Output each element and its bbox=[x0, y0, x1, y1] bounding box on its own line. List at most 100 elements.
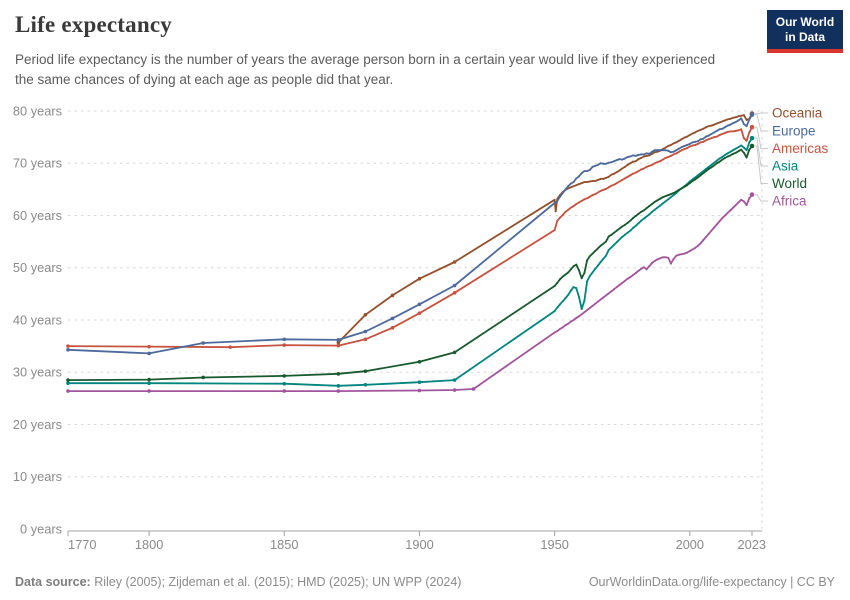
data-point bbox=[610, 233, 613, 236]
data-point bbox=[640, 168, 643, 171]
y-axis-tick-label: 70 years bbox=[13, 156, 62, 171]
data-point bbox=[615, 159, 618, 162]
data-point bbox=[390, 326, 395, 330]
data-point bbox=[742, 146, 745, 149]
data-point bbox=[575, 316, 578, 319]
data-point bbox=[626, 277, 629, 280]
x-axis: 1770 1800 1850 1900 1950 2000 2023 bbox=[67, 530, 766, 552]
data-point bbox=[640, 219, 643, 222]
data-point bbox=[696, 174, 699, 177]
data-point bbox=[66, 347, 70, 352]
data-point bbox=[613, 243, 616, 246]
data-point bbox=[688, 145, 691, 148]
data-point bbox=[683, 145, 686, 148]
data-point bbox=[596, 178, 599, 181]
data-point bbox=[577, 269, 580, 272]
data-point bbox=[569, 289, 572, 292]
data-point bbox=[577, 296, 580, 299]
data-point bbox=[363, 337, 368, 342]
data-point bbox=[721, 217, 724, 220]
data-point bbox=[710, 132, 713, 135]
data-point bbox=[749, 143, 755, 149]
data-point bbox=[623, 165, 626, 168]
data-point bbox=[645, 154, 648, 157]
data-point bbox=[729, 117, 732, 120]
data-point bbox=[569, 206, 572, 209]
data-point bbox=[675, 254, 678, 257]
legend-label-oceania[interactable]: Oceania bbox=[772, 106, 823, 121]
data-point bbox=[729, 130, 732, 133]
legend-connector bbox=[755, 114, 768, 132]
legend-connector bbox=[755, 112, 768, 115]
data-point bbox=[669, 151, 672, 154]
data-point bbox=[678, 188, 681, 191]
data-point bbox=[726, 130, 729, 133]
data-point bbox=[659, 149, 662, 152]
data-point bbox=[686, 184, 689, 187]
data-point bbox=[721, 155, 724, 158]
x-axis-tick-label: 2023 bbox=[738, 537, 766, 552]
data-point bbox=[588, 255, 591, 258]
legend-label-world[interactable]: World bbox=[772, 176, 807, 191]
data-point bbox=[672, 192, 675, 195]
data-point bbox=[621, 281, 624, 284]
data-point bbox=[723, 131, 726, 134]
legend-label-africa[interactable]: Africa bbox=[772, 194, 807, 209]
data-point bbox=[737, 129, 740, 132]
data-point bbox=[661, 202, 664, 205]
legend-label-americas[interactable]: Americas bbox=[772, 141, 829, 156]
data-point bbox=[749, 192, 755, 197]
data-point bbox=[634, 171, 637, 174]
data-point bbox=[607, 175, 610, 178]
legend-label-asia[interactable]: Asia bbox=[772, 159, 799, 174]
data-point bbox=[588, 169, 591, 172]
data-point bbox=[737, 115, 740, 118]
data-point bbox=[659, 160, 662, 163]
data-point bbox=[583, 198, 586, 201]
data-point bbox=[699, 174, 702, 177]
citation-link[interactable]: OurWorldinData.org/life-expectancy | CC … bbox=[588, 575, 835, 589]
data-point bbox=[675, 141, 678, 144]
data-point bbox=[713, 123, 716, 126]
data-point bbox=[66, 381, 70, 386]
data-source-label: Data source: bbox=[15, 575, 91, 589]
data-point bbox=[580, 172, 583, 175]
data-point bbox=[602, 188, 605, 191]
data-point bbox=[702, 172, 705, 175]
data-point bbox=[661, 149, 664, 152]
data-point bbox=[583, 271, 586, 274]
data-point bbox=[691, 132, 694, 135]
data-point bbox=[417, 276, 422, 281]
legend-connector bbox=[755, 126, 768, 149]
data-point bbox=[575, 203, 578, 206]
data-point bbox=[390, 293, 395, 298]
data-point bbox=[452, 283, 457, 288]
data-point bbox=[588, 275, 591, 278]
data-point bbox=[575, 287, 578, 290]
data-point bbox=[602, 296, 605, 299]
data-point bbox=[282, 381, 287, 386]
data-point bbox=[675, 190, 678, 193]
data-point bbox=[718, 134, 721, 137]
series-line-africa bbox=[68, 194, 753, 393]
data-point bbox=[723, 119, 726, 122]
data-point bbox=[559, 303, 562, 306]
data-point bbox=[656, 199, 659, 202]
data-point bbox=[669, 196, 672, 199]
data-point bbox=[696, 140, 699, 143]
legend-label-europe[interactable]: Europe bbox=[772, 124, 816, 139]
data-point bbox=[726, 118, 729, 121]
data-point bbox=[591, 304, 594, 307]
data-point bbox=[282, 337, 287, 342]
data-point bbox=[586, 309, 589, 312]
data-point bbox=[553, 201, 556, 204]
x-axis-tick-label: 1850 bbox=[270, 537, 298, 552]
data-point bbox=[561, 300, 564, 303]
data-point bbox=[610, 246, 613, 249]
data-point bbox=[734, 151, 737, 154]
data-point bbox=[572, 265, 575, 268]
data-point bbox=[710, 166, 713, 169]
data-point bbox=[653, 162, 656, 165]
owid-logo[interactable]: Our World in Data bbox=[767, 10, 843, 53]
data-point bbox=[623, 223, 626, 226]
